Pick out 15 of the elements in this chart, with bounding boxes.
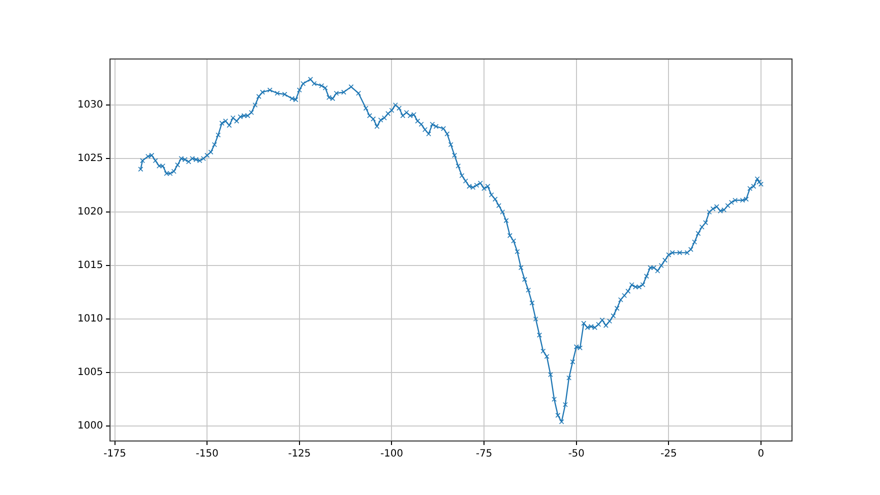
- y-tick-label: 1030: [78, 100, 103, 111]
- y-tick-label: 1000: [78, 420, 103, 432]
- x-tick-label: -75: [476, 448, 492, 460]
- x-tick-label: -50: [568, 448, 585, 460]
- y-tick-label: 1010: [78, 314, 103, 325]
- x-tick-label: -175: [103, 448, 126, 460]
- x-tick-label: -150: [196, 448, 218, 460]
- y-tick-label: 1005: [78, 367, 103, 378]
- y-tick-label: 1025: [78, 153, 103, 164]
- x-tick-label: -125: [288, 448, 311, 460]
- x-tick-label: -100: [380, 448, 404, 460]
- x-tick-label: 0: [758, 448, 764, 460]
- y-tick-label: 1020: [78, 206, 103, 218]
- x-tick-label: -25: [660, 448, 677, 460]
- y-tick-label: 1015: [78, 260, 103, 272]
